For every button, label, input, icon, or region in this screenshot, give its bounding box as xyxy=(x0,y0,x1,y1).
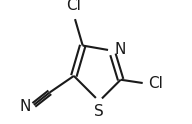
Text: Cl: Cl xyxy=(66,0,81,13)
Text: N: N xyxy=(114,42,126,57)
Text: Cl: Cl xyxy=(148,76,163,91)
Text: S: S xyxy=(94,104,104,119)
Text: N: N xyxy=(19,99,31,114)
